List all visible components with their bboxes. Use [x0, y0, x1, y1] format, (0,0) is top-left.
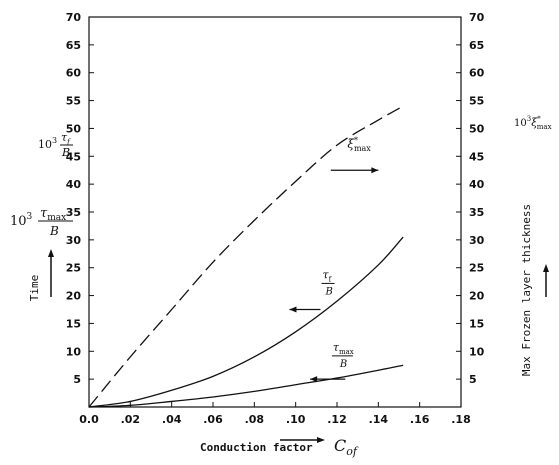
x-tick-label: .16	[410, 413, 430, 426]
y-tick-label-left: 25	[66, 262, 81, 275]
x-tick-label: .10	[286, 413, 306, 426]
x-tick-label: .14	[369, 413, 389, 426]
right-arrow-head	[543, 264, 549, 272]
y-tick-label-left: 65	[66, 39, 81, 52]
left-arrow-head	[48, 249, 54, 257]
series-annotation-num: τf	[323, 268, 333, 283]
y-tick-label-right: 10	[469, 345, 485, 358]
y-tick-label-left: 70	[66, 11, 82, 24]
y-tick-label-left: 20	[66, 290, 82, 303]
y-tick-label-right: 50	[469, 122, 485, 135]
y-tick-label-right: 5	[469, 373, 477, 386]
series-annotation-den: B	[325, 286, 333, 297]
right-axis-title: Max Frozen layer thickness	[520, 204, 533, 376]
y-tick-label-right: 20	[469, 290, 485, 303]
series-layer	[88, 105, 404, 408]
y-tick-label-left: 5	[73, 373, 81, 386]
y-tick-label-left: 55	[66, 95, 81, 108]
y-tick-label-left: 60	[66, 67, 82, 80]
left-label-2-num: τmax	[40, 206, 66, 223]
series-line-1	[88, 236, 404, 408]
y-tick-label-right: 15	[469, 317, 484, 330]
series-annotation-den: B	[339, 359, 347, 370]
left-label-1-num: τf	[61, 131, 71, 146]
series-line-2	[88, 364, 404, 408]
x-axis-symbol: Cof	[334, 436, 359, 458]
left-label-1-den: B	[61, 146, 70, 159]
x-tick-label: 0.0	[79, 413, 99, 426]
series-line-0	[88, 105, 404, 408]
right-label: 103ξ* max	[514, 115, 552, 131]
y-tick-label-right: 40	[469, 178, 485, 191]
x-axis-title: Conduction factor	[200, 441, 313, 454]
series-annotation-arrowhead	[289, 306, 297, 313]
x-tick-label: .12	[327, 413, 347, 426]
x-tick-label: .02	[121, 413, 141, 426]
series-annotation-label: ξ* max	[347, 136, 371, 153]
y-tick-label-right: 35	[469, 206, 484, 219]
left-axis-title: Time	[28, 275, 41, 302]
y-tick-label-left: 35	[66, 206, 81, 219]
x-tick-label: .06	[203, 413, 223, 426]
x-tick-label: .08	[245, 413, 265, 426]
y-tick-label-right: 70	[469, 11, 485, 24]
left-label-2-den: B	[49, 224, 59, 238]
y-tick-label-right: 60	[469, 67, 485, 80]
x-tick-label: .04	[162, 413, 182, 426]
y-tick-label-right: 45	[469, 150, 484, 163]
y-tick-label-left: 30	[66, 234, 82, 247]
y-tick-label-right: 65	[469, 39, 484, 52]
plot-frame	[88, 16, 462, 408]
y-tick-label-left: 50	[66, 122, 82, 135]
series-annotation-arrowhead	[371, 167, 379, 174]
y-tick-label-left: 15	[66, 317, 81, 330]
y-tick-label-left: 40	[66, 178, 82, 191]
left-label-2-prefix: 103	[10, 212, 33, 229]
y-tick-label-left: 45	[66, 150, 81, 163]
y-tick-label-right: 25	[469, 262, 484, 275]
y-tick-label-right: 30	[469, 234, 485, 247]
y-tick-label-left: 10	[66, 345, 82, 358]
left-label-1-prefix: 103	[38, 136, 57, 151]
series-annotation-num: τmax	[333, 341, 354, 356]
x-arrow-head	[317, 437, 325, 443]
x-tick-label: .18	[451, 413, 471, 426]
series-annotation-arrowhead	[310, 376, 318, 383]
y-tick-label-right: 55	[469, 95, 484, 108]
